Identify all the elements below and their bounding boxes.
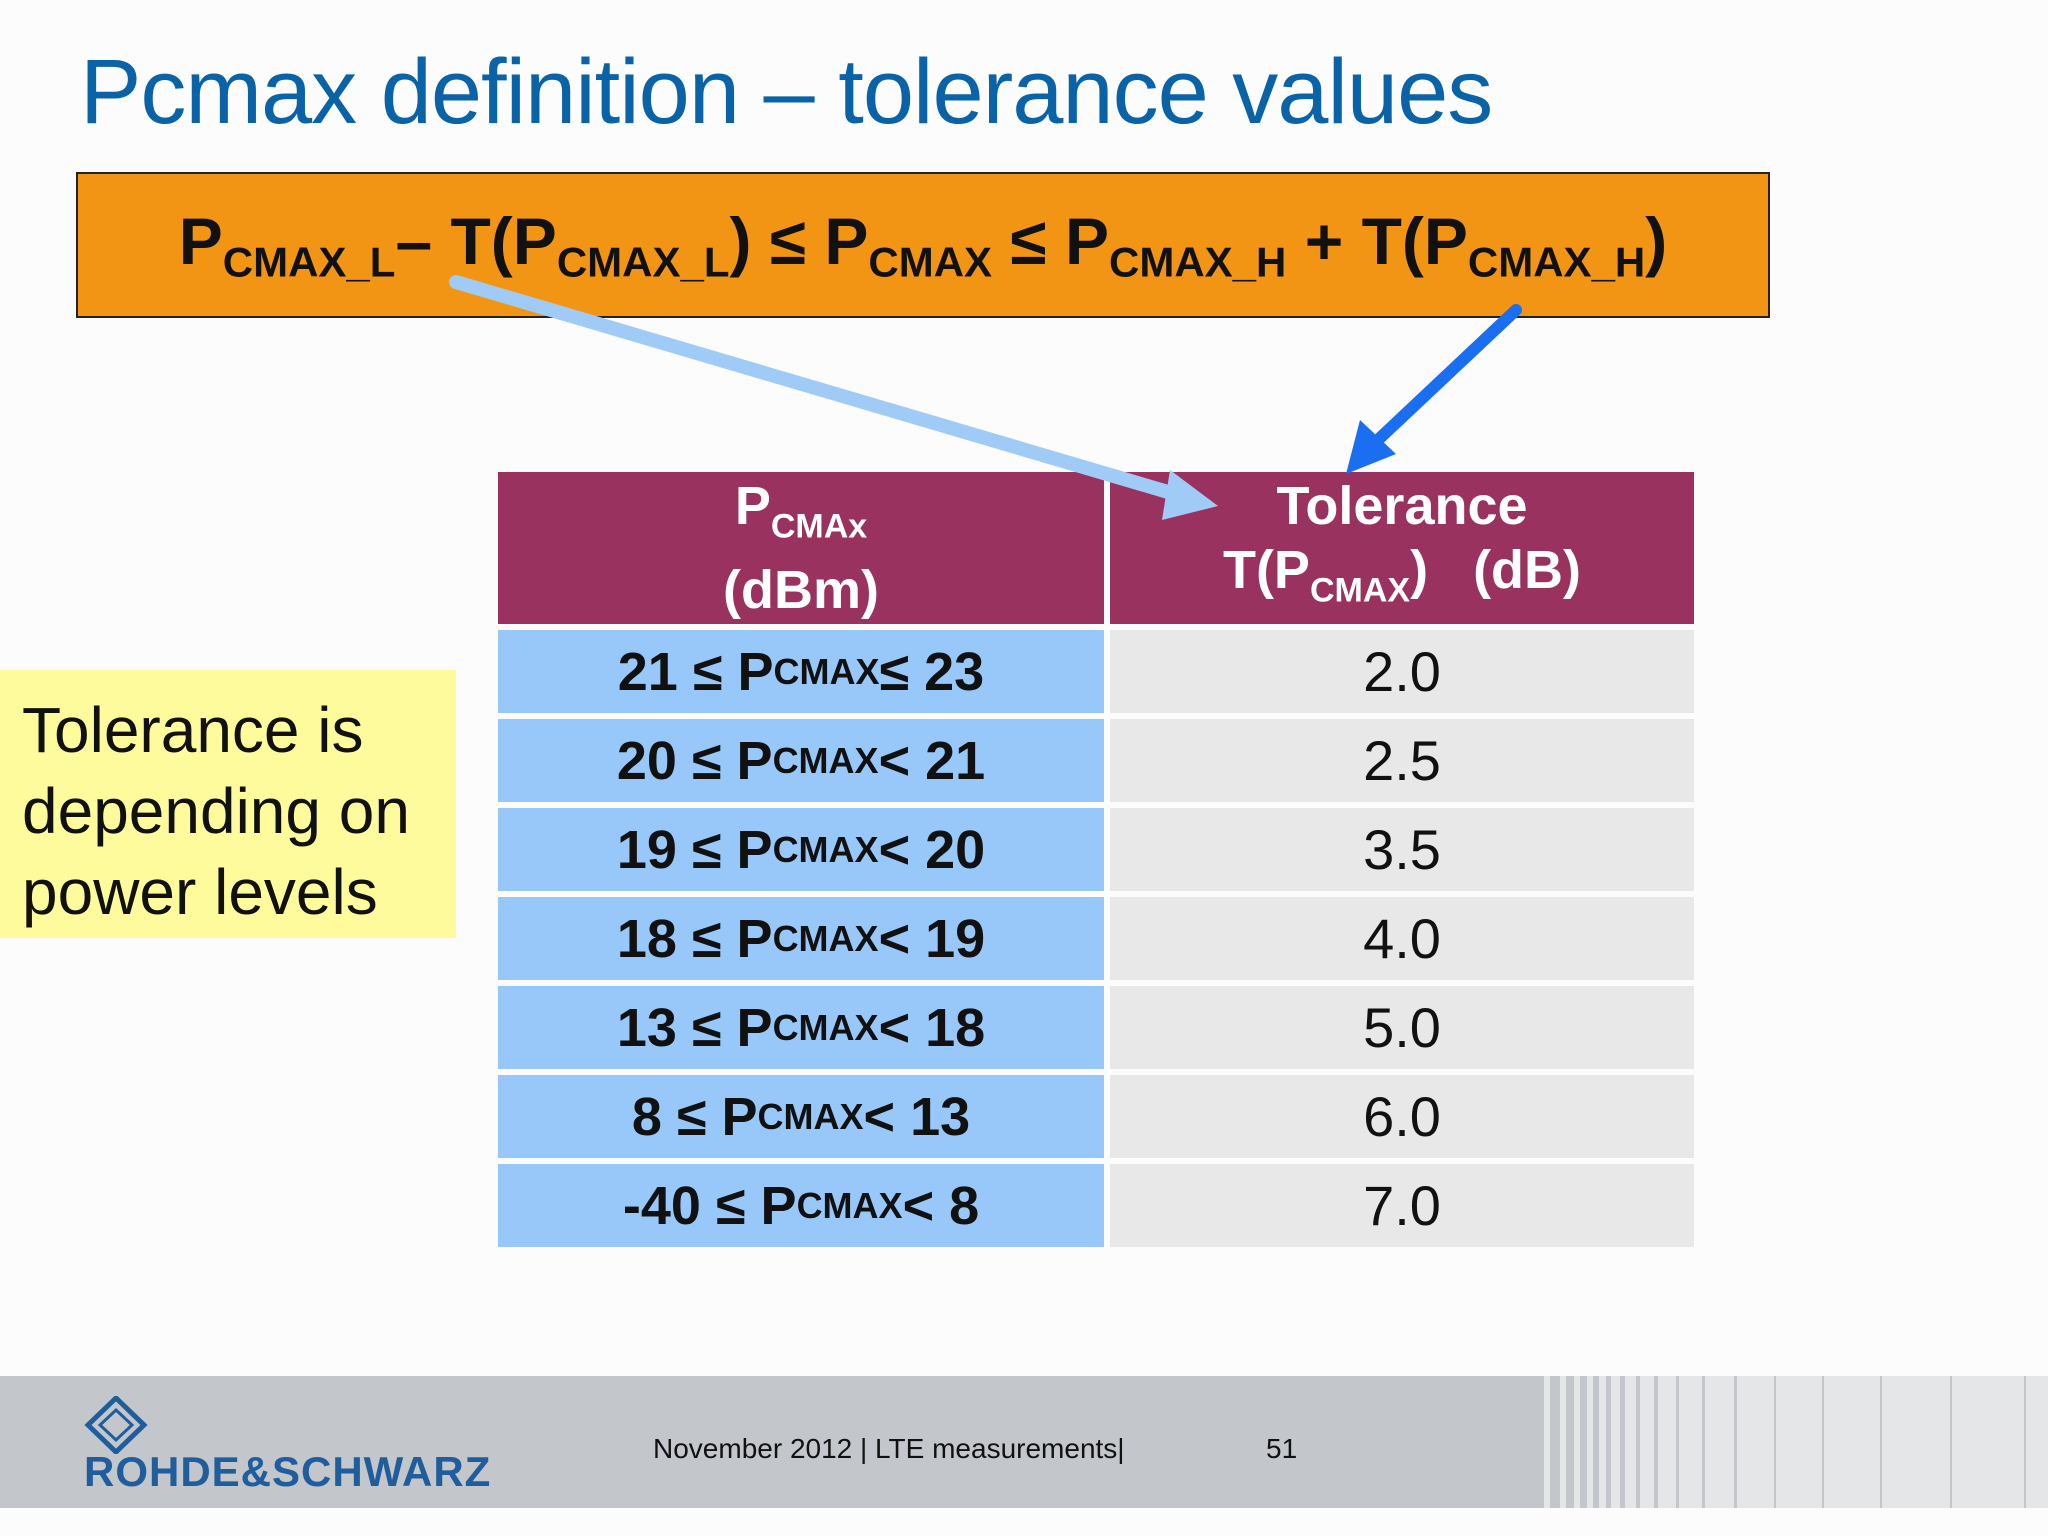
tolerance-cell: 7.0 — [1110, 1164, 1694, 1247]
footer-text: November 2012 | LTE measurements| — [653, 1433, 1125, 1464]
range-post: < 21 — [878, 730, 986, 791]
header-tolerance-symbol: T(PCMAX) (dB) — [1110, 538, 1694, 623]
range-sub: CMAX — [757, 1095, 864, 1137]
formula-part: ≤ P — [992, 204, 1109, 279]
header-pcmax-symbol: PCMAx — [498, 474, 1104, 559]
formula-sub: CMAX_L — [556, 238, 730, 286]
range-post: < 8 — [902, 1175, 980, 1236]
range-post: < 19 — [878, 908, 986, 969]
range-sub: CMAX — [773, 650, 880, 692]
tolerance-cell: 2.5 — [1110, 719, 1694, 802]
tolerance-cell: 2.0 — [1110, 630, 1694, 713]
table-row: 19 ≤ P CMAX < 20 3.5 — [498, 808, 1694, 891]
formula-sub: CMAX_H — [1109, 238, 1287, 286]
table-row: 8 ≤ P CMAX < 13 6.0 — [498, 1075, 1694, 1158]
table-header: PCMAx (dBm) Tolerance T(PCMAX) (dB) — [498, 472, 1694, 624]
range-sub: CMAX — [772, 1006, 879, 1048]
formula-part: P — [178, 204, 223, 279]
pcmax-range-cell: 13 ≤ P CMAX < 18 — [498, 986, 1104, 1069]
formula-part: ) — [1645, 204, 1668, 279]
pcmax-range-cell: 21 ≤ P CMAX ≤ 23 — [498, 630, 1104, 713]
formula-part: + T(P — [1286, 204, 1468, 279]
formula: PCMAX_L– T(PCMAX_L) ≤ PCMAX ≤ PCMAX_H + … — [179, 203, 1668, 287]
formula-sub: CMAX_L — [222, 238, 396, 286]
header-tolerance-title: Tolerance — [1276, 475, 1528, 536]
header-tol-sub: CMAX — [1309, 571, 1411, 610]
header-tol-unit: (dB) — [1473, 539, 1582, 600]
pcmax-range-cell: 18 ≤ P CMAX < 19 — [498, 897, 1104, 980]
range-sub: CMAX — [772, 828, 879, 870]
pcmax-range-cell: 20 ≤ P CMAX < 21 — [498, 719, 1104, 802]
range-post: < 20 — [878, 819, 986, 880]
header-tolerance: Tolerance T(PCMAX) (dB) — [1110, 472, 1694, 624]
note-line: Tolerance is — [22, 694, 364, 766]
formula-box: PCMAX_L– T(PCMAX_L) ≤ PCMAX ≤ PCMAX_H + … — [76, 172, 1770, 318]
range-pre: 21 ≤ P — [617, 641, 774, 702]
note-box: Tolerance is depending on power levels — [0, 670, 456, 938]
header-pcmax: PCMAx (dBm) — [498, 472, 1104, 624]
footer-stripes — [1530, 1376, 2048, 1508]
page-number: 51 — [1266, 1433, 1298, 1464]
range-pre: -40 ≤ P — [622, 1175, 797, 1236]
pcmax-range-cell: 8 ≤ P CMAX < 13 — [498, 1075, 1104, 1158]
table-row: 20 ≤ P CMAX < 21 2.5 — [498, 719, 1694, 802]
slide-title: Pcmax definition – tolerance values — [80, 41, 1493, 143]
header-tol-t: T(P — [1222, 539, 1310, 600]
range-pre: 13 ≤ P — [616, 997, 773, 1058]
range-pre: 20 ≤ P — [616, 730, 773, 791]
header-pcmax-p: P — [734, 475, 771, 536]
range-pre: 18 ≤ P — [616, 908, 773, 969]
range-pre: 8 ≤ P — [631, 1086, 758, 1147]
note-line: power levels — [22, 856, 378, 928]
range-post: < 13 — [863, 1086, 971, 1147]
dark-arrow — [1346, 304, 1522, 474]
header-pcmax-unit: (dBm) — [723, 560, 879, 621]
range-post: ≤ 23 — [879, 641, 985, 702]
tolerance-cell: 5.0 — [1110, 986, 1694, 1069]
note-line: depending on — [22, 775, 410, 847]
range-sub: CMAX — [772, 739, 879, 781]
rohde-schwarz-logo: ROHDE&SCHWARZ — [84, 1396, 544, 1496]
pcmax-range-cell: -40 ≤ P CMAX < 8 — [498, 1164, 1104, 1247]
range-sub: CMAX — [796, 1184, 903, 1226]
rs-diamond-icon — [84, 1396, 148, 1454]
header-pcmax-sub: CMAx — [770, 507, 868, 546]
formula-part: ) ≤ P — [729, 204, 869, 279]
table-row: 18 ≤ P CMAX < 19 4.0 — [498, 897, 1694, 980]
logo-text: ROHDE&SCHWARZ — [84, 1448, 492, 1495]
table-row: 21 ≤ P CMAX ≤ 23 2.0 — [498, 630, 1694, 713]
footer-bar — [0, 1376, 2048, 1508]
formula-part: – T(P — [395, 204, 557, 279]
table-row: 13 ≤ P CMAX < 18 5.0 — [498, 986, 1694, 1069]
table-row: -40 ≤ P CMAX < 8 7.0 — [498, 1164, 1694, 1247]
pcmax-range-cell: 19 ≤ P CMAX < 20 — [498, 808, 1104, 891]
tolerance-table: PCMAx (dBm) Tolerance T(PCMAX) (dB) 21 ≤… — [498, 472, 1694, 1253]
formula-sub: CMAX — [868, 238, 993, 286]
tolerance-cell: 3.5 — [1110, 808, 1694, 891]
range-pre: 19 ≤ P — [616, 819, 773, 880]
range-post: < 18 — [878, 997, 986, 1058]
formula-sub: CMAX_H — [1467, 238, 1646, 286]
tolerance-cell: 4.0 — [1110, 897, 1694, 980]
range-sub: CMAX — [772, 917, 879, 959]
header-tol-close: ) — [1410, 539, 1429, 600]
tolerance-cell: 6.0 — [1110, 1075, 1694, 1158]
